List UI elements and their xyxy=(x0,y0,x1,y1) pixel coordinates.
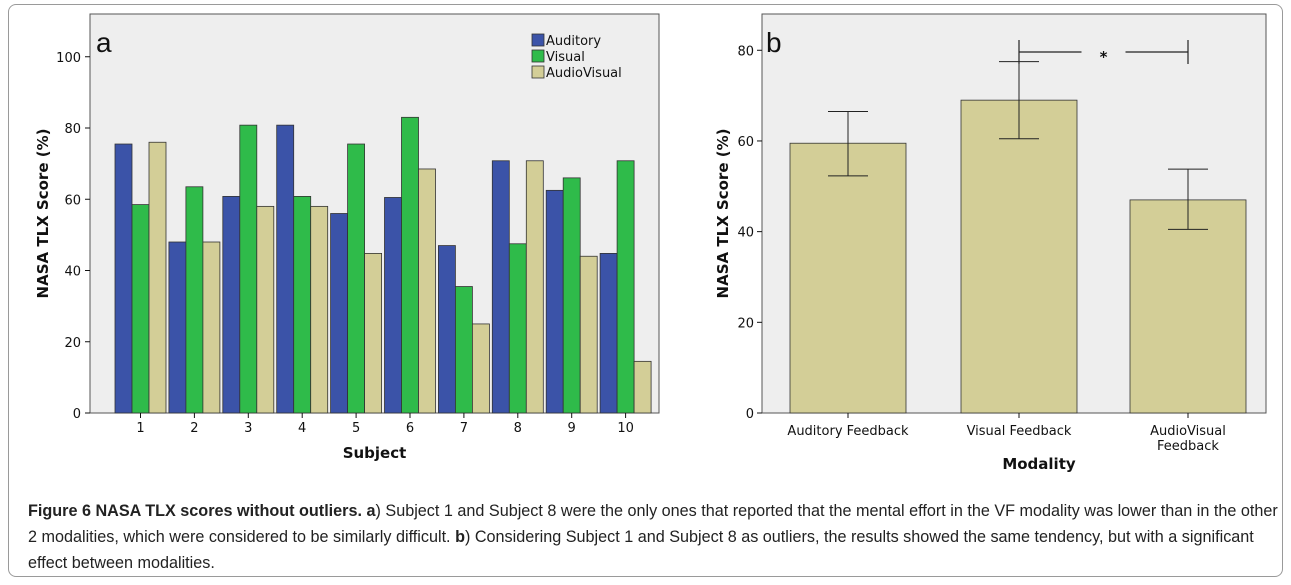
bar-auditory-4 xyxy=(276,124,295,414)
x-tick-label-b-auditory-feedback: Auditory Feedback xyxy=(787,424,909,439)
bar-auditory-feedback xyxy=(789,142,907,414)
bar-visual-6 xyxy=(401,116,419,414)
bar-visual-9 xyxy=(562,177,581,414)
x-tick-label-b-visual-feedback: Visual Feedback xyxy=(967,424,1072,439)
legend-label-auditory: Auditory xyxy=(546,34,601,49)
panel-letter-b: b xyxy=(766,27,782,58)
y-tick-label-b-60: 60 xyxy=(737,135,754,150)
y-tick-label-a-40: 40 xyxy=(64,265,81,280)
x-tick-label-a-8: 8 xyxy=(514,421,522,436)
caption-a-text: ) Subject 1 and Subject 8 were the only … xyxy=(28,502,1278,546)
bar-auditory-9 xyxy=(545,189,564,414)
significance-label: * xyxy=(1100,48,1108,66)
y-tick-label-a-0: 0 xyxy=(73,407,81,422)
bar-auditory-6 xyxy=(384,197,402,414)
bar-audiovisual-feedback xyxy=(1129,199,1247,414)
bar-audiovisual-7 xyxy=(471,323,490,414)
legend-swatch-auditory xyxy=(531,33,545,47)
y-tick-label-a-60: 60 xyxy=(64,193,81,208)
caption-b-label: b xyxy=(455,528,465,546)
x-axis-title-a: Subject xyxy=(343,444,407,462)
panel-letter-a: a xyxy=(96,27,112,58)
y-tick-label-b-0: 0 xyxy=(746,407,754,422)
bar-visual-feedback xyxy=(960,99,1078,414)
chart-panel-b: Auditory Feedback Visual Feedback AudioVis… xyxy=(714,13,1267,473)
bar-auditory-10 xyxy=(599,252,618,414)
bar-auditory-1 xyxy=(114,143,133,414)
x-tick-label-a-3: 3 xyxy=(244,421,252,436)
caption-a-label: a xyxy=(366,502,376,520)
bar-audiovisual-2 xyxy=(202,241,221,414)
y-tick-label-a-80: 80 xyxy=(64,122,81,137)
bar-visual-2 xyxy=(185,186,204,414)
bar-audiovisual-5 xyxy=(364,252,383,414)
x-tick-label-a-1: 1 xyxy=(136,421,144,436)
bar-visual-7 xyxy=(454,286,473,414)
x-axis-title-b: Modality xyxy=(1002,455,1076,473)
bar-visual-4 xyxy=(293,195,312,414)
bar-audiovisual-9 xyxy=(579,255,598,414)
legend-swatch-audiovisual xyxy=(531,65,545,79)
x-tick-label-a-10: 10 xyxy=(617,421,634,436)
x-tick-label-b-audiovisual-feedback-line2: Feedback xyxy=(1157,439,1219,454)
caption-b-text: ) Considering Subject 1 and Subject 8 as… xyxy=(28,528,1254,572)
legend-swatch-visual xyxy=(531,49,545,63)
bar-audiovisual-8 xyxy=(525,160,544,414)
legend-label-audiovisual: AudioVisual xyxy=(546,66,622,81)
bar-auditory-8 xyxy=(491,160,510,414)
bar-visual-3 xyxy=(239,124,258,414)
bar-visual-5 xyxy=(347,143,366,414)
y-tick-label-a-100: 100 xyxy=(56,51,81,66)
x-tick-label-a-5: 5 xyxy=(352,421,360,436)
x-tick-label-a-2: 2 xyxy=(190,421,198,436)
x-tick-label-a-9: 9 xyxy=(568,421,576,436)
y-axis-title-a: NASA TLX Score (%) xyxy=(34,129,52,299)
figure-caption: Figure 6 NASA TLX scores without outlier… xyxy=(28,498,1278,576)
x-tick-label-a-4: 4 xyxy=(298,421,306,436)
bar-audiovisual-3 xyxy=(256,205,275,414)
bar-auditory-3 xyxy=(222,195,241,414)
y-tick-label-b-40: 40 xyxy=(737,226,754,241)
y-axis-title-b: NASA TLX Score (%) xyxy=(714,129,732,299)
bar-auditory-7 xyxy=(437,245,456,414)
y-tick-label-a-20: 20 xyxy=(64,336,81,351)
x-tick-label-a-7: 7 xyxy=(460,421,468,436)
bar-audiovisual-6 xyxy=(418,168,436,414)
bar-visual-1 xyxy=(131,204,150,414)
legend-label-visual: Visual xyxy=(546,50,585,65)
x-tick-label-a-6: 6 xyxy=(406,421,414,436)
bar-auditory-5 xyxy=(330,213,349,414)
bar-visual-10 xyxy=(616,160,635,414)
x-tick-label-b-audiovisual-feedback-line1: AudioVisual xyxy=(1150,424,1226,439)
bar-audiovisual-4 xyxy=(310,205,329,414)
bar-auditory-2 xyxy=(168,241,187,414)
bar-visual-8 xyxy=(508,243,527,414)
bar-audiovisual-1 xyxy=(148,141,167,414)
y-tick-label-b-20: 20 xyxy=(737,316,754,331)
bar-audiovisual-10 xyxy=(633,360,652,414)
caption-title: Figure 6 NASA TLX scores without outlier… xyxy=(28,502,362,520)
y-tick-label-b-80: 80 xyxy=(737,44,754,59)
